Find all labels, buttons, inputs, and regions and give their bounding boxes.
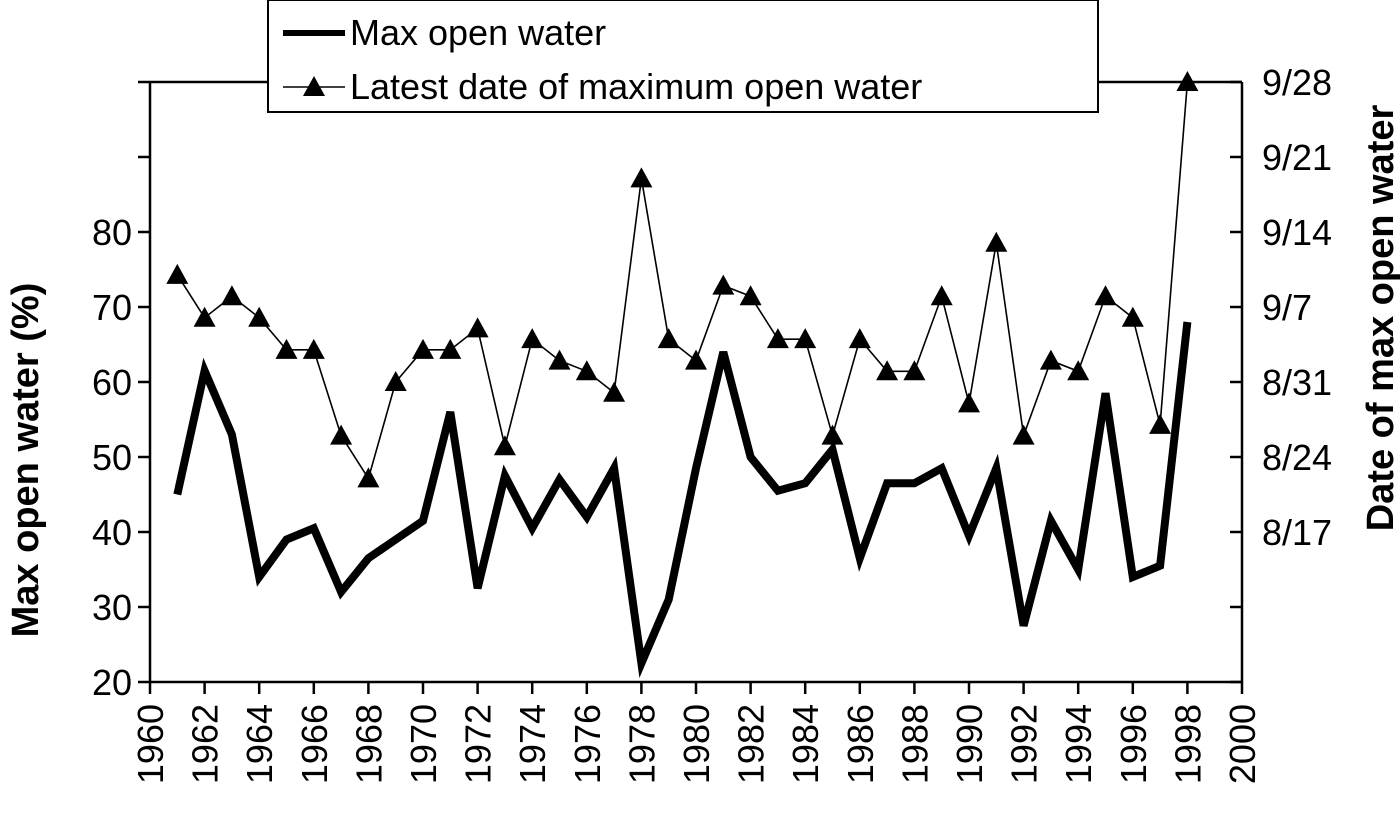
legend-marker-triangle	[303, 76, 325, 96]
legend-label-latest-date: Latest date of maximum open water	[350, 66, 922, 107]
marker-latest-date-1990	[958, 392, 980, 413]
x-tick-label-1996: 1996	[1113, 704, 1154, 784]
marker-latest-date-1965	[275, 338, 298, 359]
marker-latest-date-1975	[548, 349, 571, 370]
series-line-latest-date	[176, 81, 1189, 481]
marker-latest-date-1980	[685, 349, 707, 370]
x-tick-label-1962: 1962	[185, 704, 226, 784]
x-tick-label-1974: 1974	[512, 704, 553, 784]
marker-latest-date-1979	[657, 328, 680, 349]
marker-latest-date-1996	[1121, 306, 1144, 327]
marker-latest-date-1971	[439, 338, 462, 359]
x-tick-label-1994: 1994	[1058, 704, 1099, 784]
marker-latest-date-1992	[1012, 424, 1035, 445]
x-tick-label-1988: 1988	[894, 704, 935, 784]
marker-latest-date-1991	[985, 231, 1008, 252]
marker-latest-date-1982	[739, 285, 762, 306]
y2-tick-label-8-31: 8/31	[1262, 362, 1332, 403]
y2-axis-title: Date of max open water	[1360, 105, 1400, 532]
x-tick-label-1972: 1972	[458, 704, 499, 784]
marker-latest-date-1963	[220, 285, 243, 306]
marker-latest-date-1972	[466, 317, 489, 338]
x-tick-label-1966: 1966	[294, 704, 335, 784]
legend: Max open water Latest date of maximum op…	[267, 0, 1099, 113]
axes	[138, 80, 1244, 694]
marker-latest-date-1989	[930, 285, 953, 306]
marker-latest-date-1981	[712, 274, 735, 295]
x-tick-label-1976: 1976	[567, 704, 608, 784]
y2-tick-label-9-21: 9/21	[1262, 137, 1332, 178]
y2-tick-label-8-17: 8/17	[1262, 512, 1332, 553]
marker-latest-date-1962	[193, 306, 216, 327]
marker-latest-date-1961	[166, 263, 189, 284]
marker-latest-date-1967	[330, 424, 353, 445]
marker-latest-date-1986	[848, 328, 871, 349]
x-tick-label-1980: 1980	[676, 704, 717, 784]
y-axis-title: Max open water (%)	[5, 283, 47, 638]
marker-latest-date-1978	[630, 167, 653, 188]
y2-tick-label-9-7: 9/7	[1262, 287, 1312, 328]
marker-latest-date-1968	[357, 467, 380, 488]
marker-latest-date-1985	[821, 424, 844, 445]
y-tick-label-50: 50	[92, 437, 132, 478]
y2-tick-label-8-24: 8/24	[1262, 437, 1332, 478]
marker-latest-date-1994	[1067, 360, 1090, 381]
marker-latest-date-1995	[1094, 285, 1117, 306]
x-tick-label-1978: 1978	[621, 704, 662, 784]
y2-tick-label-9-28: 9/28	[1262, 62, 1332, 103]
marker-latest-date-1977	[603, 381, 626, 402]
marker-latest-date-1976	[575, 360, 598, 381]
legend-box	[267, 0, 1099, 113]
labels-layer: Max open water (%) Date of max open wate…	[5, 62, 1400, 784]
x-tick-label-2000: 2000	[1222, 704, 1263, 784]
marker-latest-date-1970	[412, 338, 434, 359]
x-tick-label-1986: 1986	[840, 704, 881, 784]
x-tick-label-1960: 1960	[130, 704, 171, 784]
marker-latest-date-1974	[521, 328, 544, 349]
marker-latest-date-1988	[903, 360, 926, 381]
marker-latest-date-1964	[248, 306, 271, 327]
x-tick-label-1964: 1964	[239, 704, 280, 784]
y-tick-label-60: 60	[92, 362, 132, 403]
legend-label-max-open-water: Max open water	[350, 12, 606, 53]
x-tick-label-1970: 1970	[403, 704, 444, 784]
marker-latest-date-1973	[493, 435, 516, 456]
x-tick-label-1990: 1990	[949, 704, 990, 784]
marker-latest-date-1998	[1176, 71, 1199, 91]
series-layer	[166, 71, 1199, 679]
marker-latest-date-1993	[1039, 349, 1062, 370]
x-tick-label-1982: 1982	[731, 704, 772, 784]
y-tick-label-40: 40	[92, 512, 132, 553]
series-line-max-open-water	[173, 321, 1192, 679]
marker-latest-date-1987	[876, 360, 899, 381]
y-tick-label-70: 70	[92, 287, 132, 328]
y2-tick-label-9-14: 9/14	[1262, 212, 1332, 253]
x-tick-label-1968: 1968	[348, 704, 389, 784]
marker-latest-date-1984	[794, 328, 817, 349]
y-tick-label-80: 80	[92, 212, 132, 253]
y-tick-label-30: 30	[92, 587, 132, 628]
marker-latest-date-1997	[1149, 413, 1172, 434]
marker-latest-date-1966	[302, 338, 325, 359]
marker-latest-date-1983	[766, 328, 789, 349]
x-tick-label-1984: 1984	[785, 704, 826, 784]
x-tick-label-1998: 1998	[1167, 704, 1208, 784]
x-tick-label-1992: 1992	[1004, 704, 1045, 784]
y-tick-label-20: 20	[92, 662, 132, 703]
marker-latest-date-1969	[384, 371, 407, 391]
